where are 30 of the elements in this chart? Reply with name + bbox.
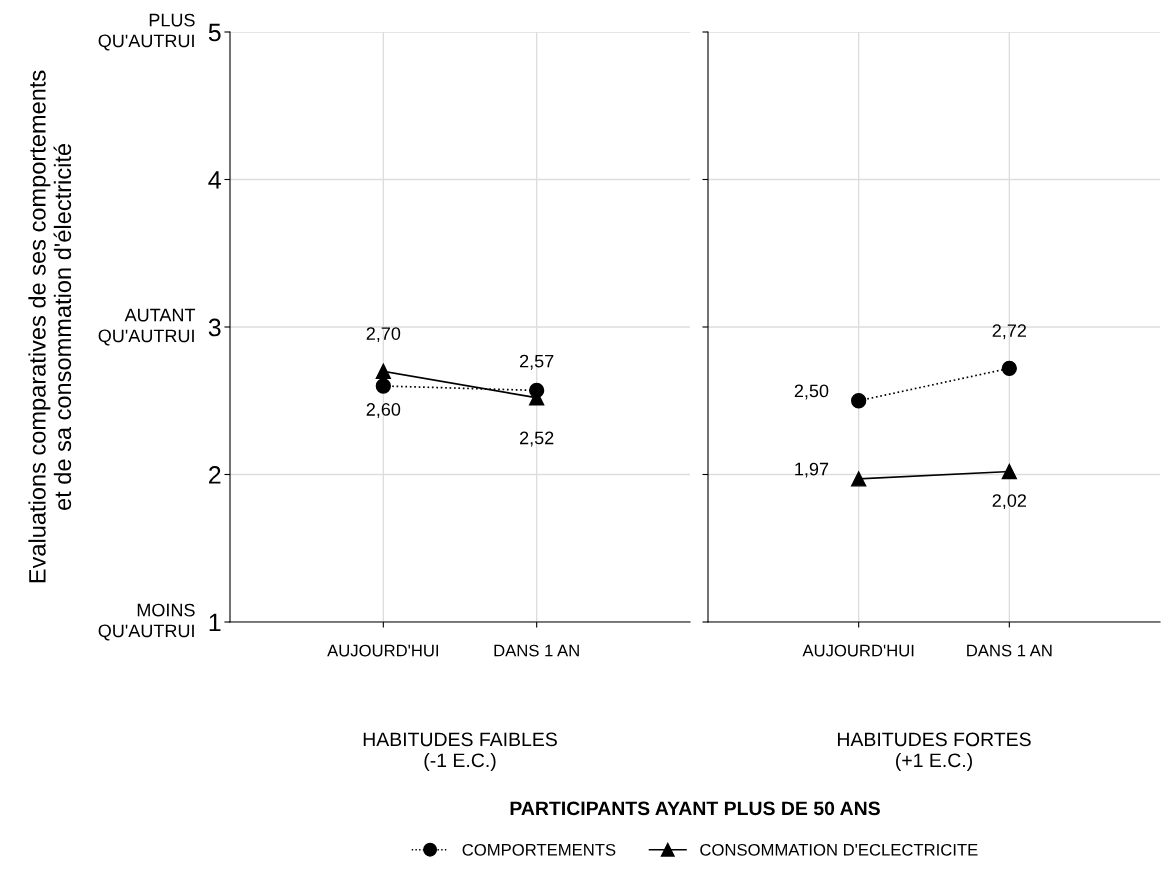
data-label: 2,70: [366, 327, 401, 343]
x-tick-label: DANS 1 AN: [967, 644, 1052, 657]
data-label: 2,60: [366, 403, 401, 418]
text: PLUS QU'AUTRUI: [98, 13, 195, 51]
x-tick-label: DANS 1 AN: [494, 644, 579, 657]
data-label: 2,02: [992, 494, 1026, 510]
text: MOINS QU'AUTRUI: [98, 603, 195, 641]
x-axis-title: HABITUDES FAIBLES (-1 E.C.): [363, 732, 557, 772]
data-label: 2,57: [520, 354, 554, 370]
y-tick-label: 1: [209, 613, 221, 632]
legend-label: COMPORTEMENTS: [462, 843, 616, 856]
x-axis-title: HABITUDES FORTES (+1 E.C.): [837, 732, 1031, 772]
point: [1001, 463, 1017, 480]
data-label: 1,97: [795, 462, 829, 478]
y-tick-label: 4: [208, 171, 221, 189]
point: [851, 393, 867, 409]
text: AUTANT QU'AUTRUI: [98, 308, 196, 346]
y-axis-title: Evaluations comparatives de ses comportements et de sa consommation d'électricité: [28, 70, 72, 583]
y-tick-label: 5: [208, 23, 221, 42]
data-label: 2,72: [992, 324, 1026, 340]
y-tick-label: 3: [208, 318, 221, 337]
point: [851, 471, 867, 487]
x-tick-label: AUJOURD'HUI: [327, 644, 439, 657]
y-tick-label: 2: [209, 466, 221, 484]
x-tick-label: AUJOURD'HUI: [802, 644, 914, 657]
legend-label: CONSOMMATION D'ECLECTRICITE: [700, 843, 978, 856]
data-label: 2,52: [520, 431, 554, 447]
text: PARTICIPANTS AYANT PLUS DE 50 ANS: [510, 801, 880, 816]
data-label: 2,50: [794, 384, 829, 400]
point: [1001, 360, 1017, 376]
